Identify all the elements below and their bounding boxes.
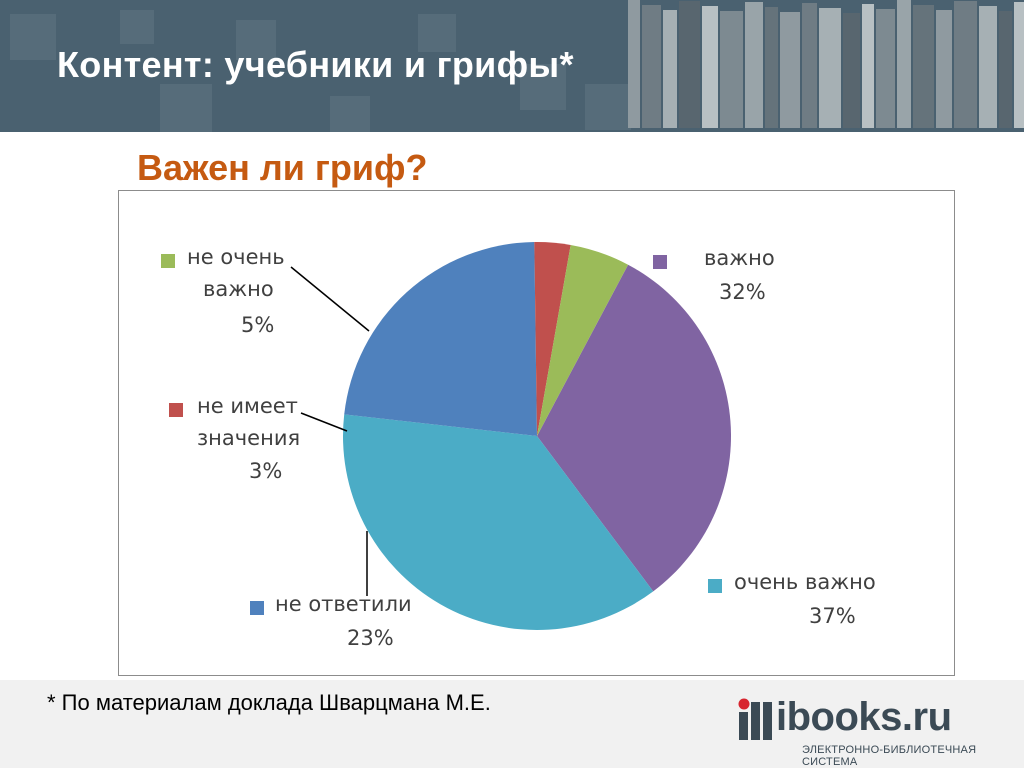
bookshelf-image xyxy=(628,0,1024,128)
book-spine xyxy=(979,6,997,128)
legend-swatch xyxy=(708,579,722,593)
pie-slice-5 xyxy=(537,244,629,436)
slice-label-text: не очень xyxy=(187,245,285,269)
pie-slice-1 xyxy=(537,264,732,592)
slice-label-1: важно 32% xyxy=(653,246,775,304)
book-spine xyxy=(843,13,860,128)
slice-label-text: очень важно xyxy=(734,570,876,594)
book-spine xyxy=(1014,2,1024,128)
slice-value-label: 32% xyxy=(719,280,766,304)
book-spine xyxy=(897,0,911,128)
slice-label-text: важно xyxy=(203,277,274,301)
logo-text: ibooks.ru xyxy=(776,695,952,739)
slice-label-text: важно xyxy=(704,246,775,270)
book-spine xyxy=(819,8,841,128)
header-banner: Контент: учебники и грифы* xyxy=(0,0,1024,132)
slice-label-3: не ответили 23% xyxy=(250,531,412,650)
book-spine xyxy=(802,3,817,128)
pie-chart: важно 32% очень важно 37% не ответили 23% не и… xyxy=(118,190,955,676)
book-spine xyxy=(876,9,895,128)
legend-swatch xyxy=(250,601,264,615)
book-spine xyxy=(720,11,743,128)
slice-value-label: 37% xyxy=(809,604,856,628)
logo-mark-icon xyxy=(738,698,772,740)
slice-label-5: не очень важно 5% xyxy=(161,245,370,337)
book-spine xyxy=(679,1,700,128)
slice-label-4: не имеет значения 3% xyxy=(169,394,348,483)
leader-line xyxy=(300,412,348,432)
book-spine xyxy=(862,4,874,128)
book-spine xyxy=(780,12,800,128)
chart-title: Важен ли гриф? xyxy=(137,147,428,188)
slice-value-label: 23% xyxy=(347,626,394,650)
book-spine xyxy=(745,2,763,128)
pie-slice-3 xyxy=(344,242,537,436)
slice-value-label: 5% xyxy=(241,313,274,337)
book-spine xyxy=(628,0,640,128)
legend-swatch xyxy=(161,254,175,268)
page-title: Контент: учебники и грифы* xyxy=(57,44,574,85)
footer-band xyxy=(0,680,1024,768)
book-spine xyxy=(999,11,1012,128)
slice-value-label: 3% xyxy=(249,459,282,483)
book-spine xyxy=(702,6,718,128)
pie-slice-2 xyxy=(343,414,654,630)
book-spine xyxy=(663,10,677,128)
book-spine xyxy=(765,7,778,128)
logo-subtitle: ЭЛЕКТРОННО-БИБЛИОТЕЧНАЯ СИСТЕМА xyxy=(802,744,977,768)
book-spine xyxy=(936,10,952,128)
book-spine xyxy=(954,1,977,128)
leader-line xyxy=(290,266,370,332)
book-spine xyxy=(913,5,934,128)
legend-swatch xyxy=(169,403,183,417)
legend-swatch xyxy=(653,255,667,269)
footnote: * По материалам доклада Шварцмана М.Е. xyxy=(47,690,491,715)
book-spine xyxy=(642,5,661,128)
slice-label-text: значения xyxy=(197,426,300,450)
slice-label-text: не имеет xyxy=(197,394,298,418)
slice-label-2: очень важно 37% xyxy=(708,570,876,628)
pie-slice-4 xyxy=(534,242,571,436)
slice-label-text: не ответили xyxy=(275,592,412,616)
ibooks-logo: ibooks.ru ЭЛЕКТРОННО-БИБЛИОТЕЧНАЯ СИСТЕМ… xyxy=(736,692,1006,768)
